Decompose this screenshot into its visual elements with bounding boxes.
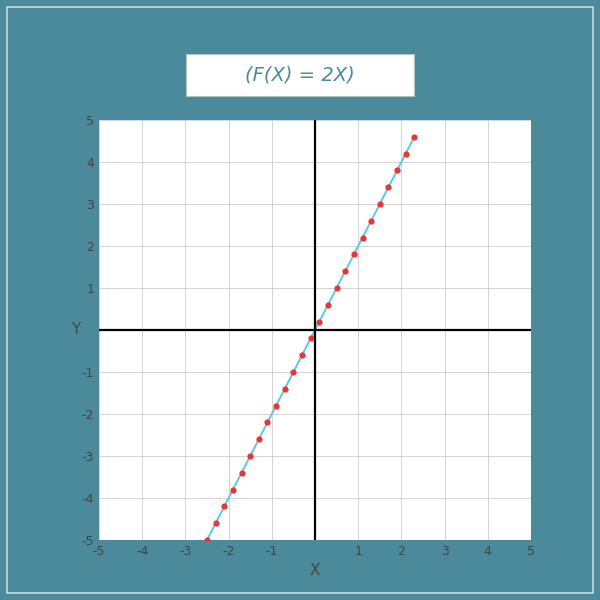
Point [289, 367, 298, 377]
Point [401, 149, 410, 158]
Point [323, 300, 333, 310]
X-axis label: X: X [310, 563, 320, 578]
Point [349, 250, 359, 259]
Y-axis label: Y: Y [71, 323, 81, 337]
Point [254, 434, 263, 444]
Point [392, 166, 402, 175]
Point [383, 182, 393, 192]
Point [332, 283, 341, 293]
Point [245, 451, 255, 461]
Text: (F(X) = 2X): (F(X) = 2X) [245, 65, 355, 85]
Point [367, 216, 376, 226]
Point [297, 350, 307, 360]
Point [340, 266, 350, 276]
Point [375, 199, 385, 209]
Point [410, 132, 419, 142]
Point [263, 418, 272, 427]
Point [228, 485, 238, 494]
Point [211, 518, 220, 528]
Point [280, 384, 290, 394]
Point [220, 502, 229, 511]
Point [358, 233, 367, 242]
Point [202, 535, 212, 545]
Point [271, 401, 281, 410]
Point [237, 468, 247, 478]
Point [314, 317, 324, 326]
Point [306, 334, 316, 343]
